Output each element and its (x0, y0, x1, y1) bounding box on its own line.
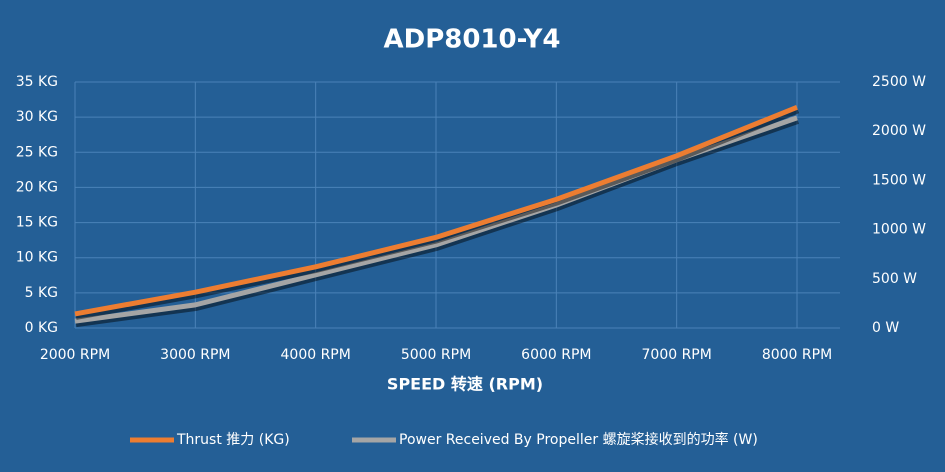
x-tick-label: 6000 RPM (521, 347, 591, 363)
x-axis-label: SPEED 转速 (RPM) (387, 375, 543, 394)
y2-tick-label: 2500 W (872, 74, 926, 90)
x-tick-label: 4000 RPM (281, 347, 351, 363)
series-line (74, 104, 798, 317)
y-tick-label: 20 KG (16, 179, 58, 195)
x-tick-label: 8000 RPM (762, 347, 832, 363)
legend-label: Thrust 推力 (KG) (176, 432, 290, 448)
y-tick-label: 25 KG (16, 144, 58, 160)
x-tick-label: 3000 RPM (160, 347, 230, 363)
y2-tick-label: 1500 W (872, 172, 926, 188)
x-tick-label: 2000 RPM (40, 347, 110, 363)
y-tick-label: 30 KG (16, 109, 58, 125)
line-shadow (75, 118, 799, 328)
y-tick-label: 35 KG (16, 74, 58, 90)
y-tick-label: 10 KG (16, 250, 58, 266)
x-tick-label: 7000 RPM (642, 347, 712, 363)
y2-tick-label: 1000 W (872, 222, 926, 238)
y2-tick-label: 2000 W (872, 123, 926, 139)
x-tick-label: 5000 RPM (401, 347, 471, 363)
chart-title: ADP8010-Y4 (383, 25, 560, 55)
legend-label: Power Received By Propeller 螺旋桨接收到的功率 (W… (399, 431, 758, 448)
series-line (74, 115, 798, 324)
line-shadow (75, 107, 800, 320)
y-tick-label: 5 KG (25, 285, 58, 301)
y2-tick-label: 500 W (872, 271, 917, 287)
y2-tick-label: 0 W (872, 320, 899, 336)
y-tick-label: 0 KG (25, 320, 58, 336)
y-tick-label: 15 KG (16, 215, 58, 231)
